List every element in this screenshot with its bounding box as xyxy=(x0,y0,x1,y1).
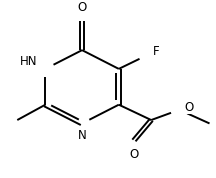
Text: F: F xyxy=(153,45,160,58)
Text: O: O xyxy=(185,101,194,114)
Text: O: O xyxy=(78,1,87,14)
Text: N: N xyxy=(78,129,86,142)
Text: HN: HN xyxy=(20,55,38,68)
Text: O: O xyxy=(129,148,138,161)
